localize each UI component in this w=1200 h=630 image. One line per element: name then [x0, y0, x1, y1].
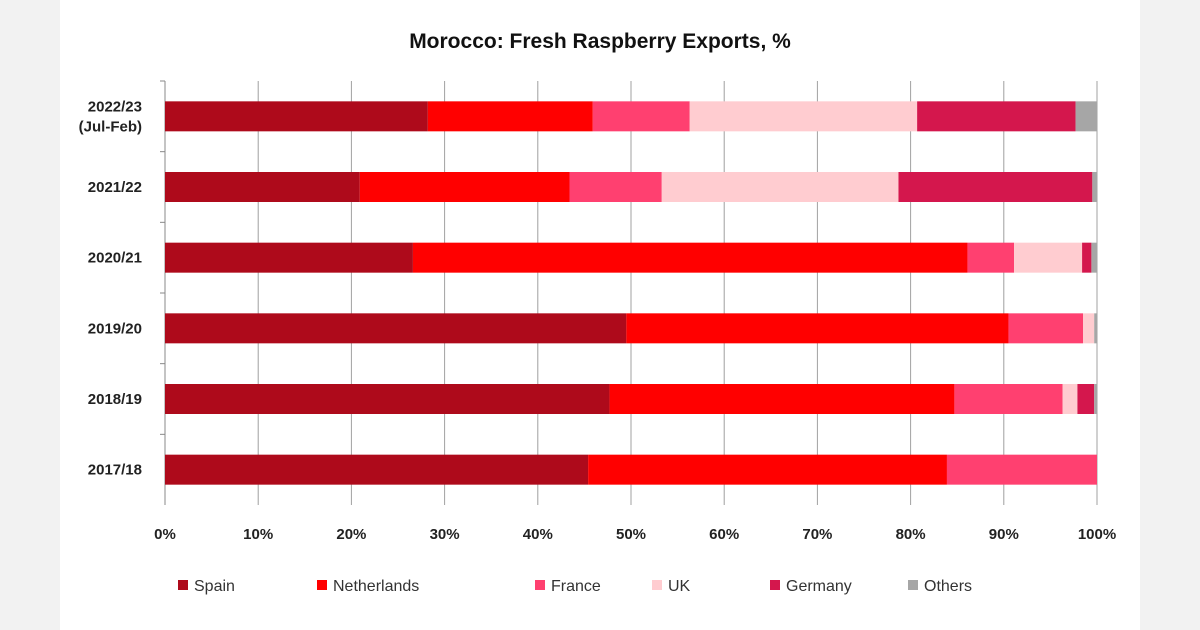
bar-segment-spain — [165, 313, 627, 344]
bar-segment-uk — [689, 101, 918, 132]
bar-segment-spain — [165, 242, 413, 273]
legend-swatch — [178, 580, 188, 590]
bar-segment-spain — [165, 101, 428, 132]
x-tick-label: 90% — [989, 526, 1019, 543]
bar-segment-others — [1091, 242, 1097, 273]
bar-segment-others — [1075, 101, 1097, 132]
legend-swatch — [317, 580, 327, 590]
legend-swatch — [535, 580, 545, 590]
category-label: (Jul-Feb) — [79, 118, 142, 135]
bar-segment-germany — [898, 172, 1093, 202]
bar-segment-netherlands — [412, 242, 968, 273]
category-label: 2020/21 — [88, 250, 142, 267]
bar-segment-netherlands — [427, 101, 593, 132]
bar-segment-spain — [165, 172, 360, 202]
x-tick-label: 50% — [616, 526, 646, 543]
legend-label: France — [551, 578, 601, 595]
bar-segment-others — [1094, 384, 1097, 414]
legend-label: Germany — [786, 578, 852, 595]
bar-segment-others — [1092, 172, 1097, 202]
x-tick-label: 10% — [243, 526, 273, 543]
bar-segment-netherlands — [359, 172, 570, 202]
bar-segment-uk — [1083, 313, 1095, 344]
bar-segment-france — [954, 384, 1063, 414]
x-tick-label: 30% — [430, 526, 460, 543]
legend-label: Netherlands — [333, 578, 419, 595]
legend-swatch — [770, 580, 780, 590]
legend-swatch — [908, 580, 918, 590]
bar-segment-others — [1094, 313, 1097, 344]
bar-segment-france — [967, 242, 1015, 273]
x-tick-label: 70% — [802, 526, 832, 543]
category-label: 2021/22 — [88, 179, 142, 196]
legend-label: UK — [668, 578, 691, 595]
bar-segment-netherlands — [626, 313, 1009, 344]
x-tick-label: 60% — [709, 526, 739, 543]
legend-swatch — [652, 580, 662, 590]
bar-segment-france — [569, 172, 662, 202]
x-tick-label: 100% — [1078, 526, 1116, 543]
x-tick-label: 40% — [523, 526, 553, 543]
bar-segment-uk — [1014, 242, 1083, 273]
legend-label: Spain — [194, 578, 235, 595]
category-label: 2017/18 — [88, 462, 142, 479]
x-tick-label: 20% — [336, 526, 366, 543]
bar-segment-uk — [1062, 384, 1078, 414]
legend-label: Others — [924, 578, 972, 595]
bar-segment-germany — [1082, 242, 1092, 273]
bar-segment-netherlands — [588, 454, 947, 485]
bar-segment-spain — [165, 454, 589, 485]
bar-segment-france — [946, 454, 1097, 485]
bar-segment-france — [592, 101, 690, 132]
chart-title: Morocco: Fresh Raspberry Exports, % — [409, 30, 791, 53]
x-tick-label: 80% — [896, 526, 926, 543]
category-label: 2022/23 — [88, 98, 142, 115]
bar-segment-uk — [661, 172, 899, 202]
bar-segment-spain — [165, 384, 610, 414]
category-label: 2018/19 — [88, 391, 142, 408]
bar-segment-germany — [917, 101, 1076, 132]
x-tick-label: 0% — [154, 526, 176, 543]
category-label: 2019/20 — [88, 320, 142, 337]
bar-segment-germany — [1077, 384, 1095, 414]
bar-segment-netherlands — [609, 384, 955, 414]
bar-segment-france — [1008, 313, 1084, 344]
